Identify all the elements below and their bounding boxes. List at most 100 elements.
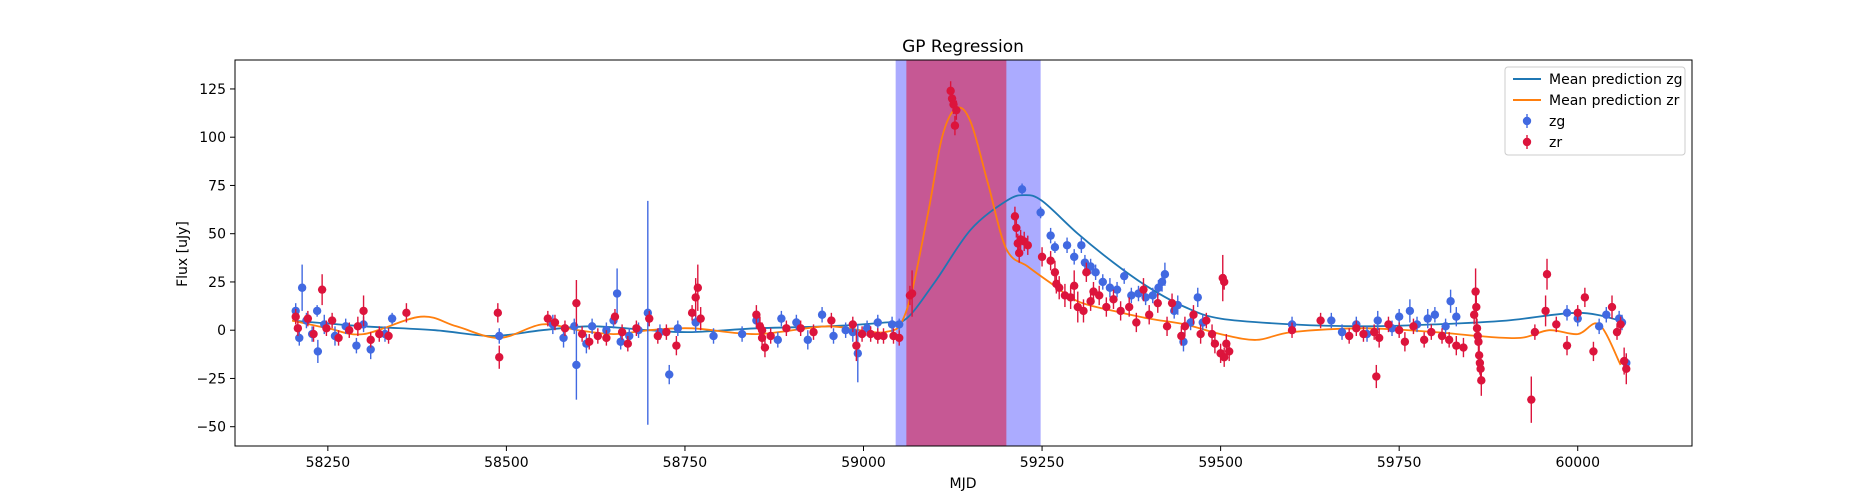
zr-point-138 bbox=[1552, 320, 1561, 329]
zg-point-39 bbox=[803, 335, 813, 345]
x-tick-label-60000: 60000 bbox=[1555, 455, 1600, 471]
zg-point-57 bbox=[1086, 262, 1095, 271]
zg-point-86 bbox=[1423, 314, 1432, 323]
zg-point-69 bbox=[1160, 270, 1170, 279]
zr-point-124 bbox=[1469, 310, 1479, 319]
zg-point-89 bbox=[1446, 297, 1455, 306]
zg-point-2 bbox=[297, 283, 307, 292]
zg-point-48 bbox=[895, 320, 904, 329]
zg-point-52 bbox=[1050, 243, 1060, 252]
zr-point-80 bbox=[1086, 297, 1095, 306]
zg-point-15 bbox=[495, 331, 504, 341]
y-axis-label: Flux [uJy] bbox=[175, 221, 191, 287]
zg-point-54 bbox=[1070, 252, 1079, 262]
zr-point-126 bbox=[1472, 302, 1481, 312]
zr-point-132 bbox=[1476, 364, 1485, 373]
zr-point-42 bbox=[766, 331, 775, 341]
zg-point-50 bbox=[1036, 208, 1045, 217]
plot-frame bbox=[234, 59, 1693, 447]
zr-point-6 bbox=[327, 316, 337, 325]
x-tick-label-59250: 59250 bbox=[1020, 455, 1065, 471]
zr-point-104 bbox=[1222, 339, 1231, 348]
zr-point-121 bbox=[1444, 335, 1454, 345]
zr-point-40 bbox=[760, 343, 770, 352]
zr-point-54 bbox=[895, 333, 904, 343]
zr-point-82 bbox=[1095, 291, 1104, 300]
zg-point-30 bbox=[665, 370, 674, 379]
zr-point-122 bbox=[1452, 341, 1461, 350]
zr-point-12 bbox=[375, 329, 384, 339]
zr-point-143 bbox=[1607, 302, 1617, 312]
legend-swatch-3 bbox=[1522, 137, 1532, 147]
zr-point-10 bbox=[359, 306, 368, 316]
zg-point-94 bbox=[1602, 310, 1611, 319]
zr-point-106 bbox=[1287, 326, 1297, 335]
zr-point-112 bbox=[1372, 372, 1381, 381]
zr-point-47 bbox=[848, 320, 857, 329]
zr-point-14 bbox=[402, 308, 411, 318]
zg-point-6 bbox=[313, 347, 323, 356]
zr-point-97 bbox=[1202, 316, 1211, 325]
y-tick-label-50: 50 bbox=[208, 227, 226, 243]
zr-point-75 bbox=[1066, 293, 1075, 302]
zr-point-98 bbox=[1207, 329, 1217, 339]
zr-point-62 bbox=[1010, 212, 1020, 221]
zr-point-118 bbox=[1419, 335, 1429, 345]
zr-point-28 bbox=[632, 324, 641, 333]
zg-point-60 bbox=[1105, 283, 1115, 292]
zr-point-117 bbox=[1409, 322, 1418, 331]
zr-point-48 bbox=[852, 341, 861, 350]
zr-point-135 bbox=[1530, 327, 1540, 337]
zr-point-146 bbox=[1619, 356, 1629, 366]
x-tick-label-59500: 59500 bbox=[1198, 455, 1243, 471]
zg-point-51 bbox=[1046, 231, 1055, 240]
plot-area bbox=[291, 60, 1631, 446]
zr-point-70 bbox=[1046, 256, 1055, 265]
zr-point-71 bbox=[1050, 268, 1060, 277]
zr-point-87 bbox=[1132, 318, 1141, 327]
zr-point-78 bbox=[1079, 306, 1088, 316]
legend-box bbox=[1504, 66, 1686, 156]
zg-point-5 bbox=[312, 306, 322, 316]
zr-point-129 bbox=[1474, 337, 1483, 346]
zr-point-119 bbox=[1427, 327, 1436, 337]
zr-point-21 bbox=[577, 329, 587, 339]
y-tick-label--50: −50 bbox=[196, 420, 226, 436]
zr-point-56 bbox=[907, 289, 917, 298]
zr-point-109 bbox=[1352, 324, 1361, 333]
zr-point-45 bbox=[809, 327, 818, 337]
zg-point-49 bbox=[1017, 185, 1027, 194]
zg-point-26 bbox=[625, 331, 634, 341]
zr-point-31 bbox=[662, 327, 671, 337]
zg-point-38 bbox=[792, 318, 801, 327]
x-tick-label-58250: 58250 bbox=[306, 455, 351, 471]
zr-point-24 bbox=[602, 333, 611, 343]
zr-point-43 bbox=[782, 324, 791, 333]
zg-point-46 bbox=[873, 318, 882, 327]
zg-point-33 bbox=[709, 331, 718, 341]
zr-point-99 bbox=[1210, 339, 1220, 348]
x-tick-label-58500: 58500 bbox=[484, 455, 529, 471]
zg-point-63 bbox=[1127, 291, 1136, 300]
zr-point-130 bbox=[1474, 351, 1484, 360]
y-tick-label--25: −25 bbox=[196, 371, 226, 387]
zg-point-55 bbox=[1077, 241, 1086, 250]
zg-point-77 bbox=[1327, 316, 1336, 325]
zr-point-137 bbox=[1542, 270, 1552, 279]
zr-point-85 bbox=[1116, 306, 1125, 316]
zr-point-93 bbox=[1177, 331, 1186, 341]
zg-point-65 bbox=[1141, 293, 1150, 302]
zg-point-44 bbox=[853, 349, 862, 358]
zg-point-17 bbox=[559, 333, 568, 343]
zr-point-116 bbox=[1400, 337, 1410, 346]
zr-point-79 bbox=[1082, 268, 1091, 277]
zr-point-22 bbox=[585, 337, 594, 346]
zr-point-69 bbox=[1037, 252, 1047, 262]
zr-point-68 bbox=[1023, 241, 1032, 250]
zr-point-25 bbox=[610, 312, 620, 321]
zr-point-133 bbox=[1477, 376, 1486, 385]
zg-point-66 bbox=[1148, 291, 1157, 300]
zr-point-0 bbox=[291, 312, 300, 321]
zg-point-18 bbox=[570, 322, 579, 331]
zg-point-53 bbox=[1062, 241, 1072, 250]
